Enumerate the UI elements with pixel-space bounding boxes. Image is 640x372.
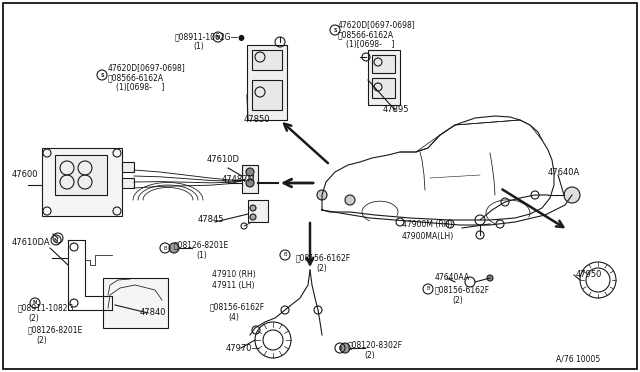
Text: (2): (2)	[364, 351, 375, 360]
Text: 47610D: 47610D	[207, 155, 240, 164]
Text: (1)[0698-    ]: (1)[0698- ]	[346, 40, 394, 49]
Text: (1): (1)	[193, 42, 204, 51]
Circle shape	[317, 190, 327, 200]
Text: 47850: 47850	[244, 115, 271, 124]
Text: B: B	[283, 253, 287, 257]
Text: B: B	[163, 246, 167, 250]
Text: S: S	[333, 28, 337, 32]
Text: 47640A: 47640A	[548, 168, 580, 177]
Bar	[372, 55, 395, 73]
Text: 47910 (RH): 47910 (RH)	[212, 270, 256, 279]
Text: Ⓢ08566-6162A: Ⓢ08566-6162A	[108, 73, 164, 82]
Bar	[242, 165, 258, 193]
Text: N: N	[33, 301, 37, 305]
Text: 47620D[0697-0698]: 47620D[0697-0698]	[108, 63, 186, 72]
Text: 47600: 47600	[12, 170, 38, 179]
Text: ⒲08126-8201E: ⒲08126-8201E	[28, 325, 83, 334]
Text: ⓝ08911-1062G—●: ⓝ08911-1062G—●	[175, 32, 246, 41]
Text: ⒲08156-6162F: ⒲08156-6162F	[210, 302, 265, 311]
Text: 47487M: 47487M	[222, 175, 256, 184]
Bar	[252, 80, 282, 110]
Text: (2): (2)	[452, 296, 463, 305]
Circle shape	[246, 179, 254, 187]
Text: 47970—: 47970—	[226, 344, 261, 353]
Text: ⒲08120-8302F: ⒲08120-8302F	[348, 340, 403, 349]
Text: ⒲08126-8201E: ⒲08126-8201E	[174, 240, 229, 249]
Text: 47610DA: 47610DA	[12, 238, 51, 247]
Text: 47840: 47840	[140, 308, 166, 317]
Text: 47900M (RH): 47900M (RH)	[402, 220, 452, 229]
Text: ⒲08156-6162F: ⒲08156-6162F	[435, 285, 490, 294]
Text: (2): (2)	[36, 336, 47, 345]
Bar	[55, 155, 107, 195]
Text: A/76 10005: A/76 10005	[556, 354, 600, 363]
Circle shape	[487, 275, 493, 281]
Text: 47950: 47950	[576, 270, 602, 279]
Text: 47911 (LH): 47911 (LH)	[212, 281, 255, 290]
Text: ⓝ08911-1082G: ⓝ08911-1082G	[18, 303, 74, 312]
Text: 47640AA: 47640AA	[435, 273, 470, 282]
Bar	[368, 50, 400, 105]
Circle shape	[250, 214, 256, 220]
Circle shape	[340, 343, 350, 353]
Text: S: S	[100, 73, 104, 77]
Bar	[372, 78, 395, 98]
Text: B: B	[426, 286, 430, 292]
Text: (2): (2)	[28, 314, 39, 323]
Bar	[252, 50, 282, 70]
Circle shape	[169, 243, 179, 253]
Text: 47900MA(LH): 47900MA(LH)	[402, 232, 454, 241]
Text: 47895: 47895	[383, 105, 410, 114]
Text: (1)[0698-    ]: (1)[0698- ]	[116, 83, 164, 92]
Text: N: N	[54, 237, 58, 243]
Bar	[248, 200, 268, 222]
Bar	[122, 178, 134, 188]
Text: B: B	[338, 346, 342, 350]
Text: Ⓢ08566-6162A: Ⓢ08566-6162A	[338, 30, 394, 39]
Text: ⒲08156-6162F: ⒲08156-6162F	[296, 253, 351, 262]
Text: 47845: 47845	[198, 215, 225, 224]
Circle shape	[345, 195, 355, 205]
Bar	[247, 45, 287, 120]
Text: N: N	[216, 35, 220, 39]
Text: (1): (1)	[196, 251, 207, 260]
Bar	[122, 162, 134, 172]
Text: (4): (4)	[228, 313, 239, 322]
Circle shape	[250, 205, 256, 211]
Text: 47620D[0697-0698]: 47620D[0697-0698]	[338, 20, 416, 29]
Bar	[103, 278, 168, 328]
Text: (2): (2)	[316, 264, 327, 273]
Bar	[42, 148, 122, 216]
Circle shape	[246, 168, 254, 176]
Circle shape	[564, 187, 580, 203]
